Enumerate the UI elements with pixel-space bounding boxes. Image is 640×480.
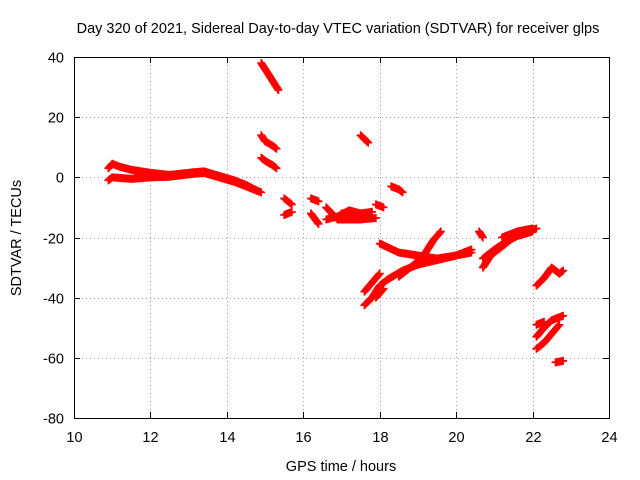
chart-title: Day 320 of 2021, Sidereal Day-to-day VTE… [77,21,600,37]
data-point [436,228,445,237]
data-points [104,59,568,367]
data-point [559,356,568,365]
data-point [375,269,384,278]
data-point [467,245,476,254]
x-axis-label: GPS time / hours [286,459,396,475]
data-point [528,224,537,233]
x-tick-label: 18 [372,430,388,446]
data-point [374,270,383,279]
data-point [272,164,281,173]
data-point [257,188,266,197]
data-point [274,86,283,95]
data-point [398,188,407,197]
data-point [540,317,549,326]
axis-ticks: 10 12 14 16 18 20 22 24 40 20 0 -20 -40 -60 -80 [43,51,618,447]
x-tick-label: 10 [66,430,82,446]
data-point [379,284,388,293]
y-tick-label: -80 [43,412,64,428]
x-tick-label: 14 [219,430,235,446]
data-point [363,137,372,146]
data-point [287,207,296,216]
data-point [555,320,564,329]
y-tick-label: 40 [48,51,64,67]
data-point [314,219,323,228]
grid-lines [74,57,609,418]
data-point [368,207,377,216]
y-tick-label: -40 [43,292,64,308]
data-point [272,144,281,153]
data-point [559,311,568,320]
x-tick-label: 16 [295,430,311,446]
data-point [478,233,487,242]
data-point [371,213,380,222]
y-tick-label: -60 [43,352,64,368]
y-tick-label: 0 [56,171,64,187]
data-point [436,227,445,236]
data-point [286,199,295,208]
data-point [378,285,387,294]
data-point [554,321,563,330]
data-point [287,200,296,209]
data-point [364,138,373,147]
x-tick-label: 12 [142,430,158,446]
y-axis-label: SDTVAR / TECUs [9,180,25,296]
x-tick-label: 22 [525,430,541,446]
y-tick-label: 20 [48,111,64,127]
plot-frame [74,57,610,419]
x-tick-label: 24 [601,430,617,446]
x-tick-label: 20 [448,430,464,446]
data-point [360,210,369,219]
data-point [379,203,388,212]
y-tick-label: -20 [43,232,64,248]
data-point [559,266,568,275]
data-point [314,197,323,206]
